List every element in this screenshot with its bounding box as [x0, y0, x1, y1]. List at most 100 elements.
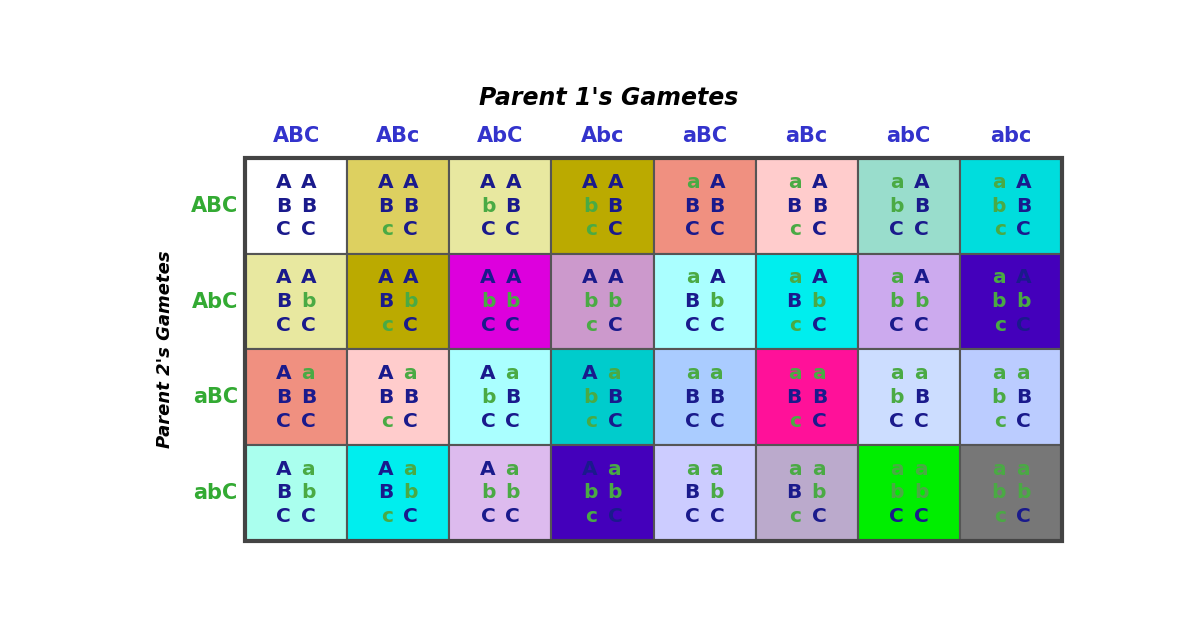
Text: c: c: [381, 316, 393, 335]
Bar: [858, 254, 960, 350]
Text: b: b: [991, 483, 1006, 502]
Text: A: A: [811, 173, 827, 192]
Text: B: B: [684, 388, 700, 407]
Text: a: a: [811, 364, 826, 383]
Text: A: A: [480, 173, 495, 192]
Text: a: a: [607, 460, 621, 479]
Text: C: C: [302, 220, 316, 240]
Text: a: a: [505, 364, 519, 383]
Text: A: A: [378, 268, 393, 288]
Text: a: a: [404, 364, 417, 383]
Text: B: B: [378, 196, 393, 215]
Text: c: c: [381, 412, 393, 431]
Text: B: B: [505, 388, 520, 407]
Text: c: c: [790, 316, 802, 335]
Text: b: b: [481, 483, 495, 502]
Text: c: c: [586, 220, 598, 240]
Text: a: a: [685, 268, 700, 288]
Text: b: b: [505, 292, 520, 311]
Text: a: a: [685, 460, 700, 479]
Text: C: C: [709, 412, 725, 431]
Text: C: C: [684, 507, 700, 527]
Text: abC: abC: [194, 483, 238, 503]
Text: a: a: [788, 173, 802, 192]
Text: AbC: AbC: [191, 292, 238, 312]
Text: c: c: [790, 412, 802, 431]
Text: A: A: [276, 460, 291, 479]
Text: C: C: [481, 220, 495, 240]
Text: a: a: [890, 173, 904, 192]
Text: b: b: [889, 388, 904, 407]
Text: a: a: [607, 364, 621, 383]
Text: a: a: [992, 364, 1006, 383]
Bar: [756, 158, 858, 254]
Text: b: b: [709, 483, 725, 502]
Text: C: C: [914, 507, 929, 527]
Text: c: c: [381, 220, 393, 240]
Text: a: a: [890, 364, 904, 383]
Text: C: C: [404, 507, 418, 527]
Text: b: b: [709, 292, 725, 311]
Text: A: A: [378, 364, 393, 383]
Text: a: a: [788, 268, 802, 288]
Text: b: b: [991, 388, 1006, 407]
Text: b: b: [302, 292, 316, 311]
Text: b: b: [607, 292, 623, 311]
Text: C: C: [277, 316, 291, 335]
Bar: [449, 158, 551, 254]
Text: B: B: [786, 292, 802, 311]
Bar: [551, 254, 653, 350]
Text: B: B: [786, 483, 802, 502]
Text: aBc: aBc: [785, 126, 828, 147]
Text: B: B: [607, 388, 623, 407]
Text: b: b: [1016, 292, 1030, 311]
Text: B: B: [709, 196, 725, 215]
Text: b: b: [583, 196, 598, 215]
Text: B: B: [684, 196, 700, 215]
Text: aBC: aBC: [682, 126, 727, 147]
Text: C: C: [684, 220, 700, 240]
Text: A: A: [811, 268, 827, 288]
Text: C: C: [505, 412, 520, 431]
Text: b: b: [404, 292, 418, 311]
Bar: [551, 158, 653, 254]
Text: A: A: [709, 173, 725, 192]
Text: b: b: [889, 483, 904, 502]
Text: a: a: [302, 364, 315, 383]
Text: C: C: [404, 220, 418, 240]
Text: c: c: [993, 220, 1006, 240]
Text: ABC: ABC: [272, 126, 320, 147]
Text: a: a: [811, 460, 826, 479]
Text: C: C: [684, 412, 700, 431]
Text: C: C: [607, 220, 623, 240]
Bar: [756, 254, 858, 350]
Text: a: a: [685, 364, 700, 383]
Text: A: A: [582, 268, 598, 288]
Text: C: C: [914, 316, 929, 335]
Text: A: A: [914, 268, 929, 288]
Text: A: A: [607, 268, 624, 288]
Bar: [551, 350, 653, 445]
Text: C: C: [404, 412, 418, 431]
Text: C: C: [709, 220, 725, 240]
Text: b: b: [1016, 483, 1030, 502]
Text: C: C: [1016, 412, 1031, 431]
Text: C: C: [277, 507, 291, 527]
Text: c: c: [993, 316, 1006, 335]
Text: a: a: [890, 460, 904, 479]
Bar: [960, 445, 1062, 541]
Text: C: C: [811, 220, 827, 240]
Text: B: B: [276, 196, 291, 215]
Text: b: b: [481, 292, 495, 311]
Bar: [858, 350, 960, 445]
Text: C: C: [481, 412, 495, 431]
Text: A: A: [582, 364, 598, 383]
Text: B: B: [914, 388, 929, 407]
Text: c: c: [790, 507, 802, 527]
Bar: [449, 350, 551, 445]
Text: b: b: [404, 483, 418, 502]
Bar: [347, 254, 449, 350]
Text: C: C: [302, 412, 316, 431]
Text: c: c: [586, 316, 598, 335]
Bar: [960, 254, 1062, 350]
